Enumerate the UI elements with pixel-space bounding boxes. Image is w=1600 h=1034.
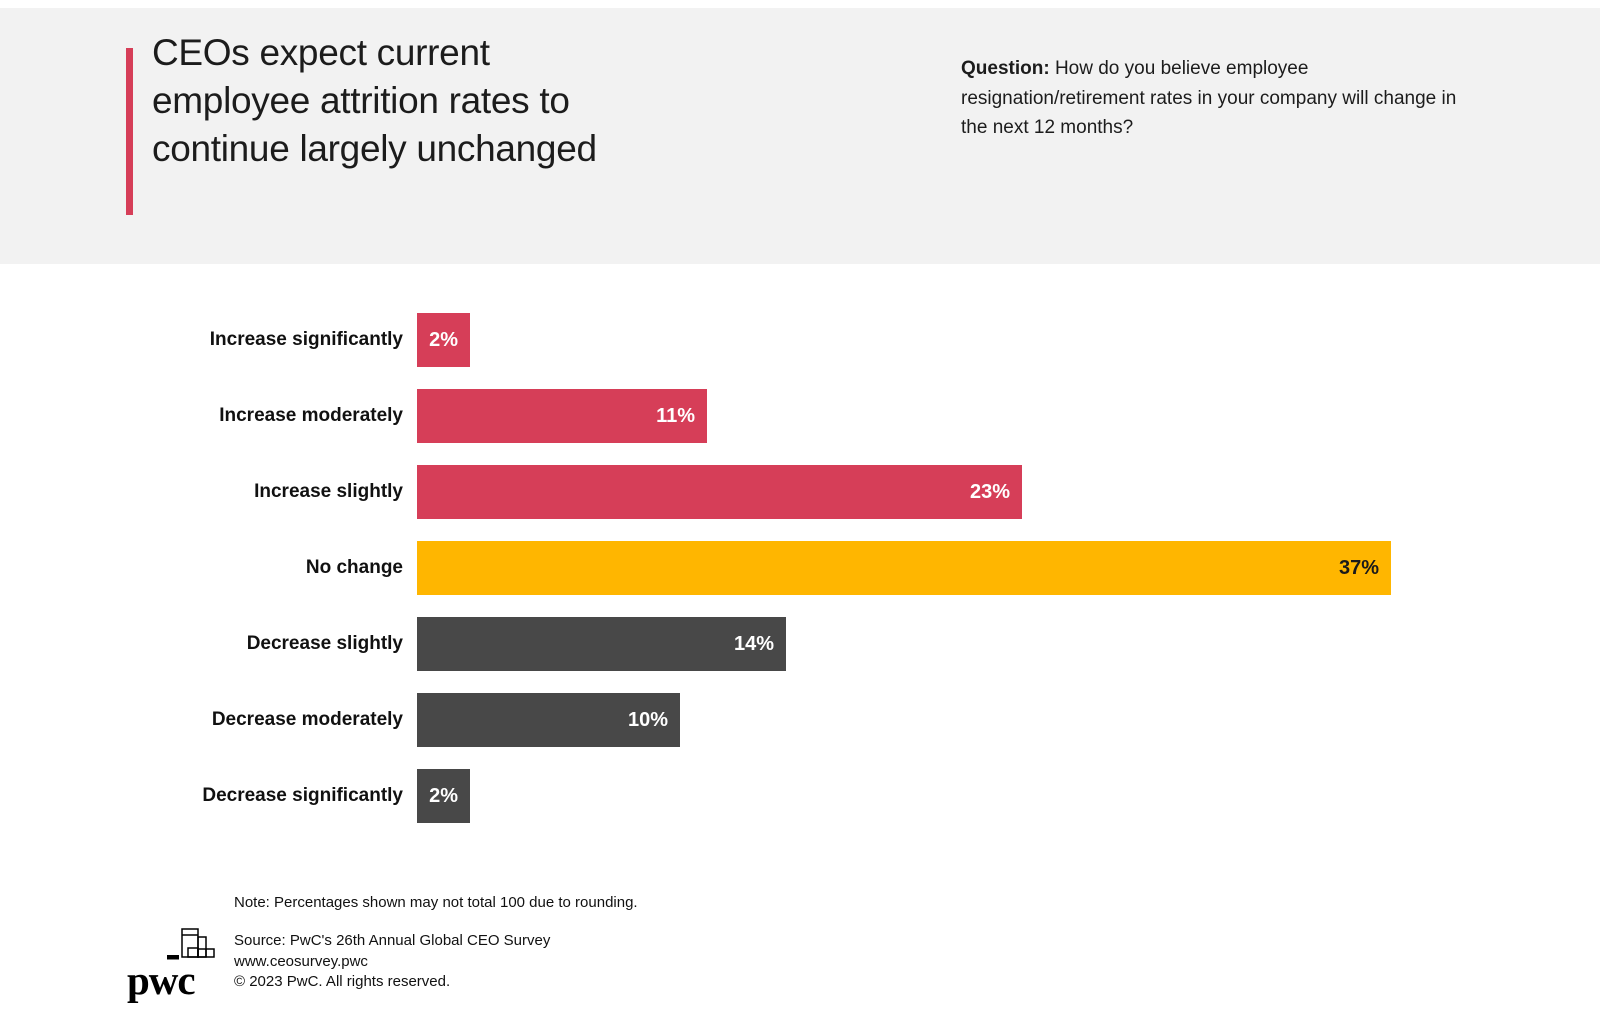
question-text: How do you believe employee resignation/… xyxy=(961,58,1457,138)
category-label-decrease-slightly: Decrease slightly xyxy=(246,633,403,654)
bar-row-increase-slightly: Increase slightly 23% xyxy=(0,465,1600,519)
category-label-increase-slightly: Increase slightly xyxy=(254,481,403,502)
bar-value-label: 2% xyxy=(429,784,458,807)
bar-increase-moderately: 11% xyxy=(417,389,707,443)
pwc-logo: pwc xyxy=(127,925,227,1010)
category-label-decrease-moderately: Decrease moderately xyxy=(211,709,403,730)
bar-value-label: 11% xyxy=(656,404,695,427)
bar-row-no-change: No change 37% xyxy=(0,541,1600,595)
bar-value-label: 2% xyxy=(429,328,458,351)
pwc-wordmark: pwc xyxy=(127,957,196,1003)
survey-question: Question: How do you believe employee re… xyxy=(961,54,1466,143)
chart-note: Note: Percentages shown may not total 10… xyxy=(234,894,638,911)
bar-no-change: 37% xyxy=(417,541,1391,595)
bar-value-label: 37% xyxy=(1338,556,1379,579)
bar-row-increase-moderately: Increase moderately 11% xyxy=(0,389,1600,443)
bar-decrease-significantly: 2% xyxy=(417,769,470,823)
page-title: CEOs expect current employee attrition r… xyxy=(152,32,597,169)
bar-chart: Increase significantly 2% Increase moderat… xyxy=(0,313,1600,845)
bar-value-label: 10% xyxy=(627,708,668,731)
source-block: Source: PwC's 26th Annual Global CEO Sur… xyxy=(234,931,550,993)
bar-increase-slightly: 23% xyxy=(417,465,1022,519)
bar-row-decrease-significantly: Decrease significantly 2% xyxy=(0,769,1600,823)
category-label-no-change: No change xyxy=(305,557,403,578)
bar-increase-significantly: 2% xyxy=(417,313,470,367)
category-label-decrease-significantly: Decrease significantly xyxy=(202,785,403,806)
copyright-line: © 2023 PwC. All rights reserved. xyxy=(234,973,451,990)
bar-row-decrease-slightly: Decrease slightly 14% xyxy=(0,617,1600,671)
category-label-increase-significantly: Increase significantly xyxy=(209,329,403,350)
category-label-increase-moderately: Increase moderately xyxy=(219,405,403,426)
bar-decrease-moderately: 10% xyxy=(417,693,680,747)
title-accent-bar xyxy=(126,48,133,215)
bar-value-label: 23% xyxy=(969,480,1010,503)
bar-row-increase-significantly: Increase significantly 2% xyxy=(0,313,1600,367)
bar-row-decrease-moderately: Decrease moderately 10% xyxy=(0,693,1600,747)
source-line: Source: PwC's 26th Annual Global CEO Sur… xyxy=(234,932,551,949)
question-label: Question: xyxy=(961,58,1050,79)
bar-decrease-slightly: 14% xyxy=(417,617,786,671)
bar-value-label: 14% xyxy=(733,632,774,655)
pwc-blocks-icon xyxy=(167,928,215,960)
header-band: CEOs expect current employee attrition r… xyxy=(0,8,1600,264)
source-url: www.ceosurvey.pwc xyxy=(234,952,368,970)
